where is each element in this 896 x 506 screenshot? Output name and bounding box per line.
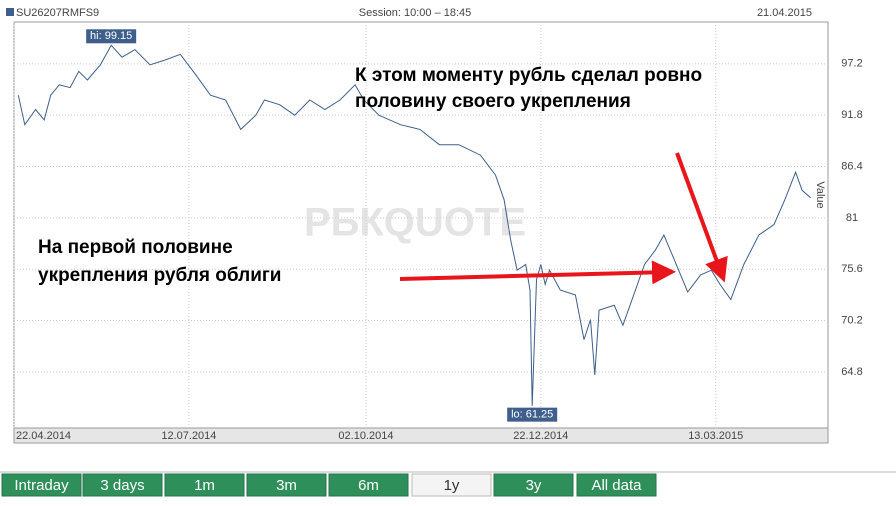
annotation: половину своего укрепления [355,91,631,112]
y-tick-label: 91.8 [841,109,862,121]
symbol: SU26207RMFS9 [16,7,99,19]
arrow [675,152,728,283]
range-button[interactable] [164,473,245,497]
y-tick-label: 81 [846,212,858,224]
header-date: 21.04.2015 [757,7,812,19]
annotation: К этом моменту рубль сделал ровно [355,65,702,86]
y-tick-label: 97.2 [841,58,862,70]
value-label: hi: 99.15 [90,30,132,42]
range-button-label[interactable]: Intraday [14,477,69,494]
value-label-box [86,29,137,44]
range-button-label[interactable]: 6m [358,477,379,494]
range-button-label[interactable]: 3m [276,477,297,494]
range-button[interactable] [82,473,163,497]
range-button[interactable] [246,473,327,497]
x-axis-bar [13,427,829,444]
range-button-label[interactable]: 1y [444,477,460,494]
watermark: РБКQUOTE [304,201,526,245]
range-button-label[interactable]: 3 days [100,477,144,494]
range-button-label[interactable]: 1m [194,477,215,494]
x-tick-label: 22.12.2014 [513,430,568,442]
arrow [399,260,676,285]
range-button-label[interactable]: All data [591,477,642,494]
range-button-label[interactable]: 3y [526,477,542,494]
series-line [17,44,812,406]
y-tick-label: 64.8 [841,366,862,378]
value-label: lo: 61.25 [511,409,553,421]
y-tick-label: 75.6 [841,263,862,275]
x-tick-label: 02.10.2014 [338,430,393,442]
x-tick-label: 12.07.2014 [161,430,216,442]
y-axis-label: Value [814,181,826,208]
range-button[interactable] [576,473,657,497]
value-label-box [507,407,558,422]
y-tick-label: 70.2 [841,314,862,326]
range-button[interactable] [411,473,492,497]
range-button[interactable] [328,473,409,497]
range-button[interactable] [493,473,574,497]
plot-area [13,21,829,429]
annotation: укрепления рубля облиги [38,265,281,286]
range-button[interactable] [1,473,82,497]
annotation: На первой половине [38,237,233,258]
x-tick-label: 13.03.2015 [688,430,743,442]
y-tick-label: 86.4 [841,160,862,172]
symbol-icon [6,8,14,16]
session: Session: 10:00 – 18:45 [359,7,472,19]
x-tick-label: 22.04.2014 [16,430,71,442]
